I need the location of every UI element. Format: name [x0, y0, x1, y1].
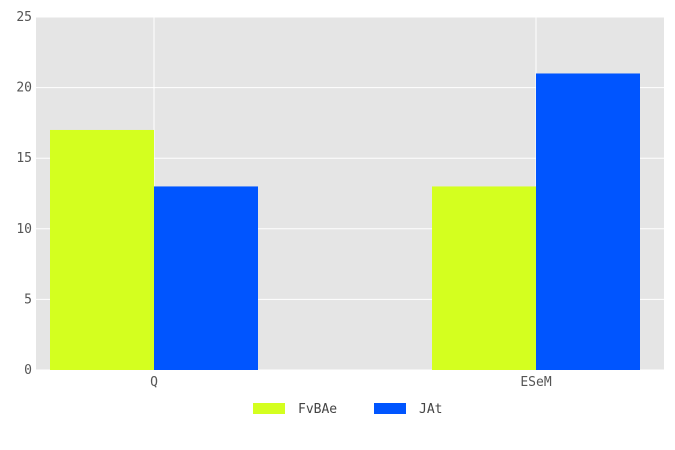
bar-JAt-ESeM: [536, 73, 640, 370]
bar-JAt-Q: [154, 186, 258, 370]
legend-swatch-JAt: [374, 403, 406, 414]
y-tick-label: 0: [24, 363, 32, 378]
y-tick-label: 10: [16, 222, 32, 237]
legend: FvBAe JAt: [253, 402, 442, 417]
x-axis-ticks: Q ESeM: [150, 375, 552, 390]
y-axis-ticks: 0 5 10 15 20 25: [16, 10, 32, 378]
x-tick-label: ESeM: [520, 375, 551, 390]
y-tick-label: 20: [16, 81, 32, 96]
y-tick-label: 25: [16, 10, 32, 25]
x-tick-label: Q: [150, 375, 158, 390]
legend-swatch-FvBAe: [253, 403, 285, 414]
legend-label-FvBAe: FvBAe: [298, 402, 337, 417]
bar-FvBAe-Q: [50, 129, 154, 370]
legend-label-JAt: JAt: [419, 402, 442, 417]
bars: [50, 73, 640, 370]
bar-FvBAe-ESeM: [432, 186, 536, 370]
y-tick-label: 15: [16, 151, 32, 166]
y-tick-label: 5: [24, 292, 32, 307]
